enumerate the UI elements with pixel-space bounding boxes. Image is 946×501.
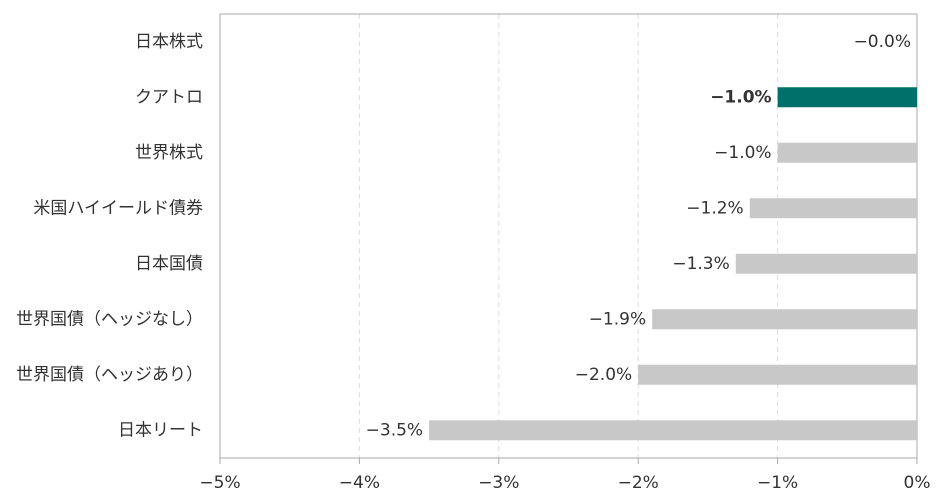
bar	[749, 198, 917, 219]
category-label: 日本リート	[118, 420, 203, 440]
x-tick-label: −3%	[478, 473, 519, 493]
value-label: −1.2%	[686, 198, 743, 218]
category-label: 世界国債（ヘッジあり）	[16, 365, 203, 385]
x-tick-label: −4%	[339, 473, 380, 493]
value-label: −0.0%	[854, 32, 911, 52]
category-label: 米国ハイイールド債券	[33, 198, 203, 218]
x-tick-label: 0%	[904, 473, 931, 493]
category-label: 世界株式	[135, 143, 203, 163]
value-label: −1.3%	[672, 254, 729, 274]
bar	[638, 364, 917, 385]
value-label: −2.0%	[575, 365, 632, 385]
x-tick-label: −2%	[618, 473, 659, 493]
category-label: 世界国債（ヘッジなし）	[16, 309, 203, 329]
category-label: クアトロ	[135, 87, 203, 107]
value-label: −1.0%	[710, 87, 771, 107]
bar	[777, 87, 917, 108]
x-tick-label: −5%	[199, 473, 240, 493]
value-label: −3.5%	[366, 420, 423, 440]
category-label: 日本株式	[135, 32, 203, 52]
bar	[652, 309, 917, 330]
category-label: 日本国債	[135, 254, 203, 274]
bar	[735, 253, 917, 274]
bar	[429, 420, 917, 441]
bar	[777, 142, 917, 163]
value-label: −1.0%	[714, 143, 771, 163]
x-tick-label: −1%	[757, 473, 798, 493]
value-label: −1.9%	[589, 309, 646, 329]
